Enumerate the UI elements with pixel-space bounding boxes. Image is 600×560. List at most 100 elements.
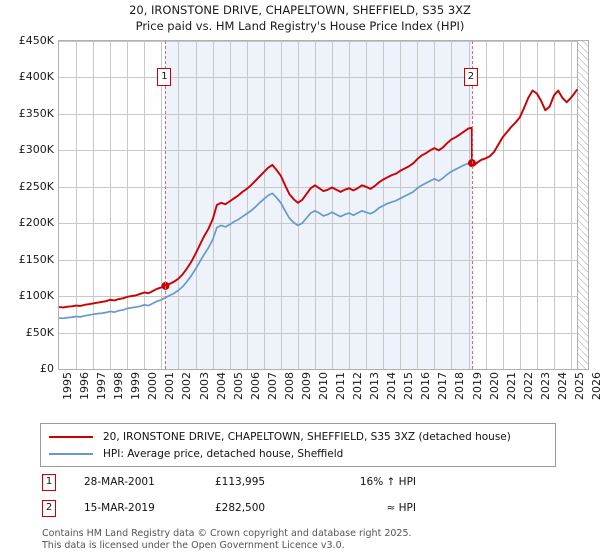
x-axis-tick-label: 1999 xyxy=(129,372,143,400)
series-line-property xyxy=(59,88,578,309)
gridline-vertical xyxy=(553,41,555,369)
transaction-price: £282,500 xyxy=(215,502,266,514)
gridline-vertical xyxy=(417,41,419,369)
gridline-vertical xyxy=(349,41,351,369)
x-axis-tick-label: 2013 xyxy=(368,372,382,400)
gridline-vertical xyxy=(161,41,163,369)
x-axis-tick-label: 2025 xyxy=(572,372,586,400)
x-axis-tick-label: 2026 xyxy=(590,372,600,400)
event-line-2 xyxy=(471,41,473,369)
event-marker-badge-2[interactable]: 2 xyxy=(463,68,478,86)
x-axis-tick-label: 1997 xyxy=(95,372,109,400)
x-axis-tick-label: 2006 xyxy=(248,372,262,400)
gridline-vertical xyxy=(263,41,265,369)
x-axis-tick-label: 2002 xyxy=(180,372,194,400)
x-axis-tick-label: 2008 xyxy=(282,372,296,400)
legend-item-label: HPI: Average price, detached house, Shef… xyxy=(103,448,344,460)
series-container xyxy=(59,88,578,320)
event-line-1 xyxy=(165,41,167,369)
legend-item-1[interactable]: 20, IRONSTONE DRIVE, CHAPELTOWN, SHEFFIE… xyxy=(49,429,555,445)
x-axis-tick-label: 2010 xyxy=(316,372,330,400)
gridline-horizontal xyxy=(59,259,588,261)
gridline-vertical xyxy=(468,41,470,369)
gridline-horizontal xyxy=(59,150,588,152)
gridline-vertical xyxy=(212,41,214,369)
gridline-vertical xyxy=(451,41,453,369)
page-title: 20, IRONSTONE DRIVE, CHAPELTOWN, SHEFFIE… xyxy=(0,2,600,34)
event-marker-badge-1[interactable]: 1 xyxy=(157,68,172,86)
transaction-badge: 1 xyxy=(42,474,56,491)
gridline-horizontal xyxy=(59,77,588,79)
gridline-vertical xyxy=(144,41,146,369)
gridline-vertical xyxy=(570,41,572,369)
gridline-vertical xyxy=(314,41,316,369)
x-axis-tick-label: 2024 xyxy=(555,372,569,400)
transaction-badge: 2 xyxy=(42,500,56,517)
y-axis-tick-label: £400K xyxy=(18,70,54,84)
legend-item-label: 20, IRONSTONE DRIVE, CHAPELTOWN, SHEFFIE… xyxy=(103,431,511,443)
y-axis-tick-label: £50K xyxy=(25,325,54,339)
chart-legend: 20, IRONSTONE DRIVE, CHAPELTOWN, SHEFFIE… xyxy=(40,423,556,467)
x-axis-tick-label: 2005 xyxy=(231,372,245,400)
x-axis-tick-label: 2017 xyxy=(436,372,450,400)
transaction-date: 28-MAR-2001 xyxy=(84,476,155,488)
x-axis-tick-label: 1995 xyxy=(61,372,74,400)
gridline-vertical xyxy=(434,41,436,369)
transaction-date: 15-MAR-2019 xyxy=(84,502,155,514)
x-axis-tick-label: 2022 xyxy=(521,372,535,400)
gridline-horizontal xyxy=(59,113,588,115)
gridline-vertical xyxy=(229,41,231,369)
x-axis-tick-label: 2003 xyxy=(197,372,211,400)
gridline-vertical xyxy=(76,41,78,369)
x-axis-tick-label: 2000 xyxy=(146,372,160,400)
incomplete-data-band xyxy=(576,41,588,369)
y-axis: £0 £50K £100K £150K £200K £250K £300K £350K £400… xyxy=(0,35,54,374)
y-axis-tick-label: £150K xyxy=(18,252,54,266)
gridline-vertical xyxy=(93,41,95,369)
y-axis-tick-label: £250K xyxy=(18,179,54,193)
title-line-2: Price paid vs. HM Land Registry's House … xyxy=(135,19,465,33)
chart-plot-area xyxy=(58,40,589,370)
transaction-list: 1 28-MAR-2001 £113,995 16% ↑ HPI 2 15-MAR-201… xyxy=(40,474,480,526)
x-axis-tick-label: 1998 xyxy=(112,372,126,400)
transaction-row[interactable]: 1 28-MAR-2001 £113,995 16% ↑ HPI xyxy=(40,474,480,500)
gridline-vertical xyxy=(366,41,368,369)
gridline-vertical xyxy=(178,41,180,369)
gridline-horizontal xyxy=(59,296,588,298)
y-axis-tick-label: £100K xyxy=(18,289,54,303)
gridline-vertical xyxy=(332,41,334,369)
gridline-vertical xyxy=(246,41,248,369)
gridline-vertical xyxy=(127,41,129,369)
footer-line-1: Contains HM Land Registry data © Crown c… xyxy=(42,528,412,539)
transaction-row[interactable]: 2 15-MAR-2019 £282,500 ≈ HPI xyxy=(40,500,480,526)
x-axis-tick-label: 2015 xyxy=(402,372,416,400)
series-line-hpi xyxy=(59,88,578,320)
y-axis-tick-label: £200K xyxy=(18,216,54,230)
y-axis-tick-label: £0 xyxy=(40,362,54,375)
gridline-vertical xyxy=(195,41,197,369)
gridline-vertical xyxy=(588,41,589,369)
gridline-horizontal xyxy=(59,186,588,188)
x-axis-tick-label: 2011 xyxy=(334,372,348,400)
gridline-vertical xyxy=(519,41,521,369)
y-axis-tick-label: £350K xyxy=(18,106,54,120)
gridline-horizontal xyxy=(59,223,588,225)
x-axis-tick-label: 2021 xyxy=(504,372,518,400)
gridline-vertical xyxy=(485,41,487,369)
x-axis-tick-label: 2014 xyxy=(385,372,399,400)
x-axis-tick-label: 2018 xyxy=(453,372,467,400)
gridline-horizontal xyxy=(59,332,588,334)
title-line-1: 20, IRONSTONE DRIVE, CHAPELTOWN, SHEFFIE… xyxy=(129,3,471,17)
x-axis-tick-label: 2001 xyxy=(163,372,177,400)
gridline-vertical xyxy=(297,41,299,369)
gridline-horizontal xyxy=(59,41,588,42)
x-axis-tick-label: 2016 xyxy=(419,372,433,400)
x-axis-tick-label: 2020 xyxy=(487,372,501,400)
footer-attribution: Contains HM Land Registry data © Crown c… xyxy=(42,528,582,551)
x-axis-tick-label: 2019 xyxy=(470,372,484,400)
x-axis-tick-label: 2007 xyxy=(265,372,279,400)
legend-item-2[interactable]: HPI: Average price, detached house, Shef… xyxy=(49,446,555,462)
x-axis-tick-label: 2009 xyxy=(299,372,313,400)
footer-line-2: This data is licensed under the Open Gov… xyxy=(42,539,345,551)
